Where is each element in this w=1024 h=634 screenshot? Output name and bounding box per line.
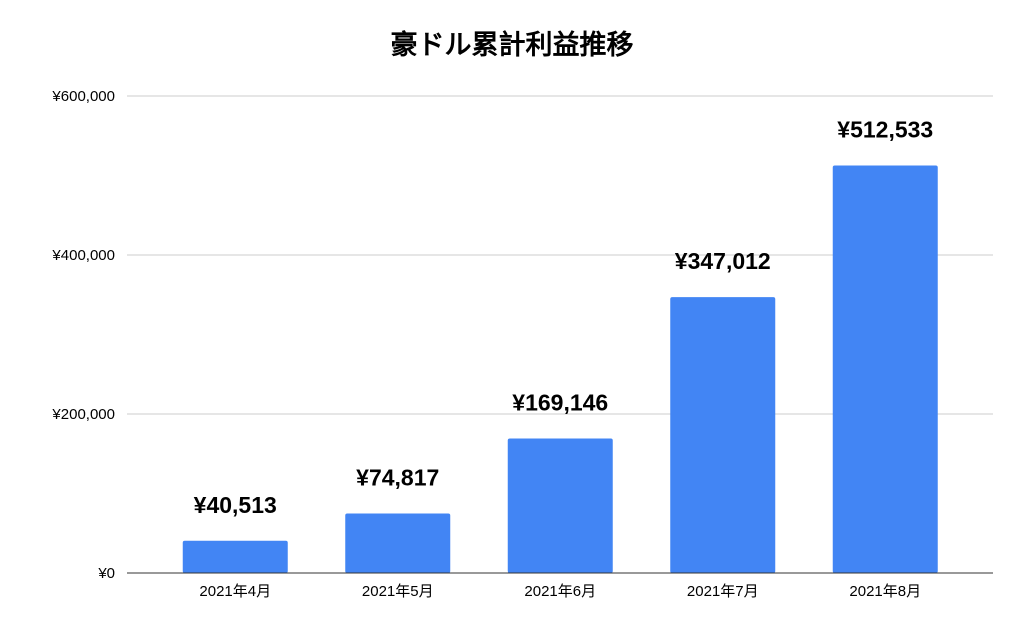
bar <box>670 297 776 573</box>
x-tick-label: 2021年6月 <box>524 583 596 600</box>
bar <box>182 540 288 573</box>
value-label: ¥512,533 <box>837 117 933 143</box>
value-label: ¥169,146 <box>512 390 608 416</box>
bar <box>832 165 938 574</box>
y-tick-label: ¥0 <box>97 565 115 582</box>
x-tick-label: 2021年5月 <box>362 583 434 600</box>
y-tick-label: ¥600,000 <box>51 88 115 105</box>
x-tick-label: 2021年8月 <box>849 583 921 600</box>
x-tick-label: 2021年4月 <box>199 583 271 600</box>
value-label: ¥74,817 <box>356 465 439 491</box>
bar <box>507 438 613 573</box>
value-label: ¥40,513 <box>194 492 277 518</box>
chart-title: 豪ドル累計利益推移 <box>391 29 634 60</box>
bar <box>345 513 451 573</box>
y-tick-label: ¥200,000 <box>51 406 115 423</box>
x-tick-label: 2021年7月 <box>687 583 759 600</box>
value-label: ¥347,012 <box>675 248 771 274</box>
y-tick-label: ¥400,000 <box>51 247 115 264</box>
